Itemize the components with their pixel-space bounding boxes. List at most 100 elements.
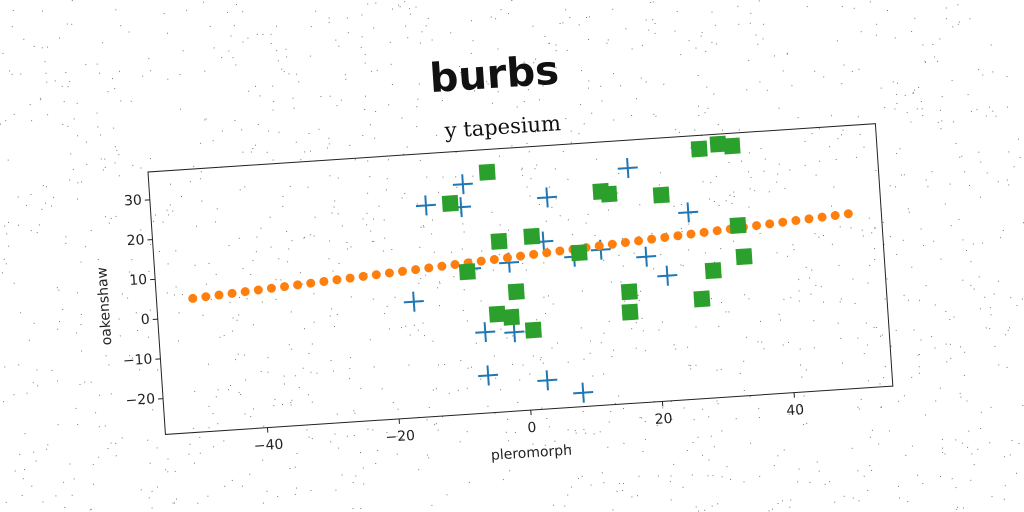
- speckle: [41, 10, 43, 12]
- speckle: [761, 341, 763, 343]
- speckle: [530, 421, 532, 423]
- dot-marker: [398, 266, 408, 276]
- speckle: [698, 510, 700, 512]
- speckle: [234, 120, 236, 121]
- speckle: [581, 290, 583, 292]
- speckle: [945, 311, 947, 312]
- speckle: [329, 95, 331, 97]
- speckle: [749, 22, 751, 24]
- speckle: [925, 179, 927, 181]
- speckle: [989, 307, 991, 309]
- speckle: [376, 69, 378, 71]
- speckle: [270, 246, 272, 248]
- speckle: [290, 311, 292, 313]
- speckle: [858, 408, 860, 410]
- speckle: [442, 176, 444, 178]
- speckle: [904, 94, 906, 96]
- speckle: [294, 375, 296, 377]
- speckle: [1006, 179, 1008, 181]
- speckle: [104, 166, 106, 168]
- speckle: [997, 280, 999, 282]
- speckle: [811, 133, 813, 135]
- speckle: [599, 431, 601, 433]
- speckle: [654, 23, 656, 24]
- speckle: [99, 394, 100, 396]
- speckle: [224, 485, 226, 487]
- speckle: [288, 344, 290, 346]
- speckle: [582, 411, 584, 412]
- speckle: [215, 273, 217, 275]
- speckle: [11, 73, 13, 75]
- speckle: [855, 156, 857, 158]
- speckle: [374, 137, 376, 139]
- speckle: [173, 294, 175, 296]
- speckle: [902, 239, 904, 241]
- speckle: [228, 245, 230, 247]
- speckle: [925, 414, 927, 416]
- speckle: [706, 86, 708, 88]
- speckle: [521, 169, 523, 171]
- speckle: [121, 293, 123, 295]
- speckle: [347, 248, 349, 250]
- speckle: [397, 408, 399, 410]
- speckle: [172, 210, 174, 212]
- plot-group: burbs y tapesium pleromorph oakenshaw −4…: [94, 48, 894, 464]
- dot-marker: [542, 248, 552, 258]
- speckle: [793, 249, 795, 251]
- speckle: [925, 61, 926, 63]
- speckle: [529, 195, 531, 197]
- speckle: [115, 442, 117, 444]
- speckle: [798, 290, 800, 292]
- speckle: [592, 375, 594, 377]
- speckle: [386, 431, 388, 433]
- speckle: [950, 225, 952, 227]
- speckle: [500, 9, 502, 11]
- speckle: [702, 181, 704, 183]
- speckle: [96, 63, 98, 65]
- speckle: [875, 169, 877, 171]
- speckle: [600, 85, 602, 87]
- speckle: [466, 88, 468, 90]
- speckle: [523, 101, 525, 103]
- speckle: [0, 123, 1, 125]
- square-marker: [723, 137, 741, 155]
- speckle: [791, 85, 793, 87]
- speckle: [911, 31, 913, 32]
- speckle: [193, 462, 195, 464]
- dot-marker: [227, 288, 237, 298]
- speckle: [949, 319, 951, 320]
- speckle: [370, 230, 372, 232]
- speckle: [675, 348, 677, 350]
- speckle: [1016, 472, 1017, 474]
- speckle: [401, 438, 403, 440]
- speckle: [311, 343, 313, 345]
- speckle: [167, 78, 169, 80]
- speckle: [610, 281, 612, 283]
- speckle: [17, 196, 19, 198]
- speckle: [57, 424, 59, 426]
- speckle: [545, 220, 547, 222]
- speckle: [680, 54, 682, 56]
- speckle: [811, 269, 813, 271]
- speckle: [65, 242, 67, 244]
- speckle: [600, 342, 602, 344]
- speckle: [272, 85, 274, 87]
- speckle: [337, 177, 339, 179]
- speckle: [1002, 230, 1004, 231]
- speckle: [670, 401, 672, 402]
- speckle: [51, 369, 53, 371]
- speckle: [522, 364, 524, 366]
- speckle: [820, 286, 822, 288]
- speckle: [272, 109, 274, 111]
- speckle: [232, 57, 234, 59]
- speckle: [554, 168, 556, 170]
- speckle: [174, 502, 175, 504]
- speckle: [104, 425, 106, 427]
- speckle: [92, 463, 94, 465]
- x-tick-label: 40: [786, 402, 805, 419]
- speckle: [1005, 334, 1007, 336]
- speckle: [328, 258, 330, 260]
- speckle: [378, 205, 380, 207]
- square-marker: [704, 262, 722, 280]
